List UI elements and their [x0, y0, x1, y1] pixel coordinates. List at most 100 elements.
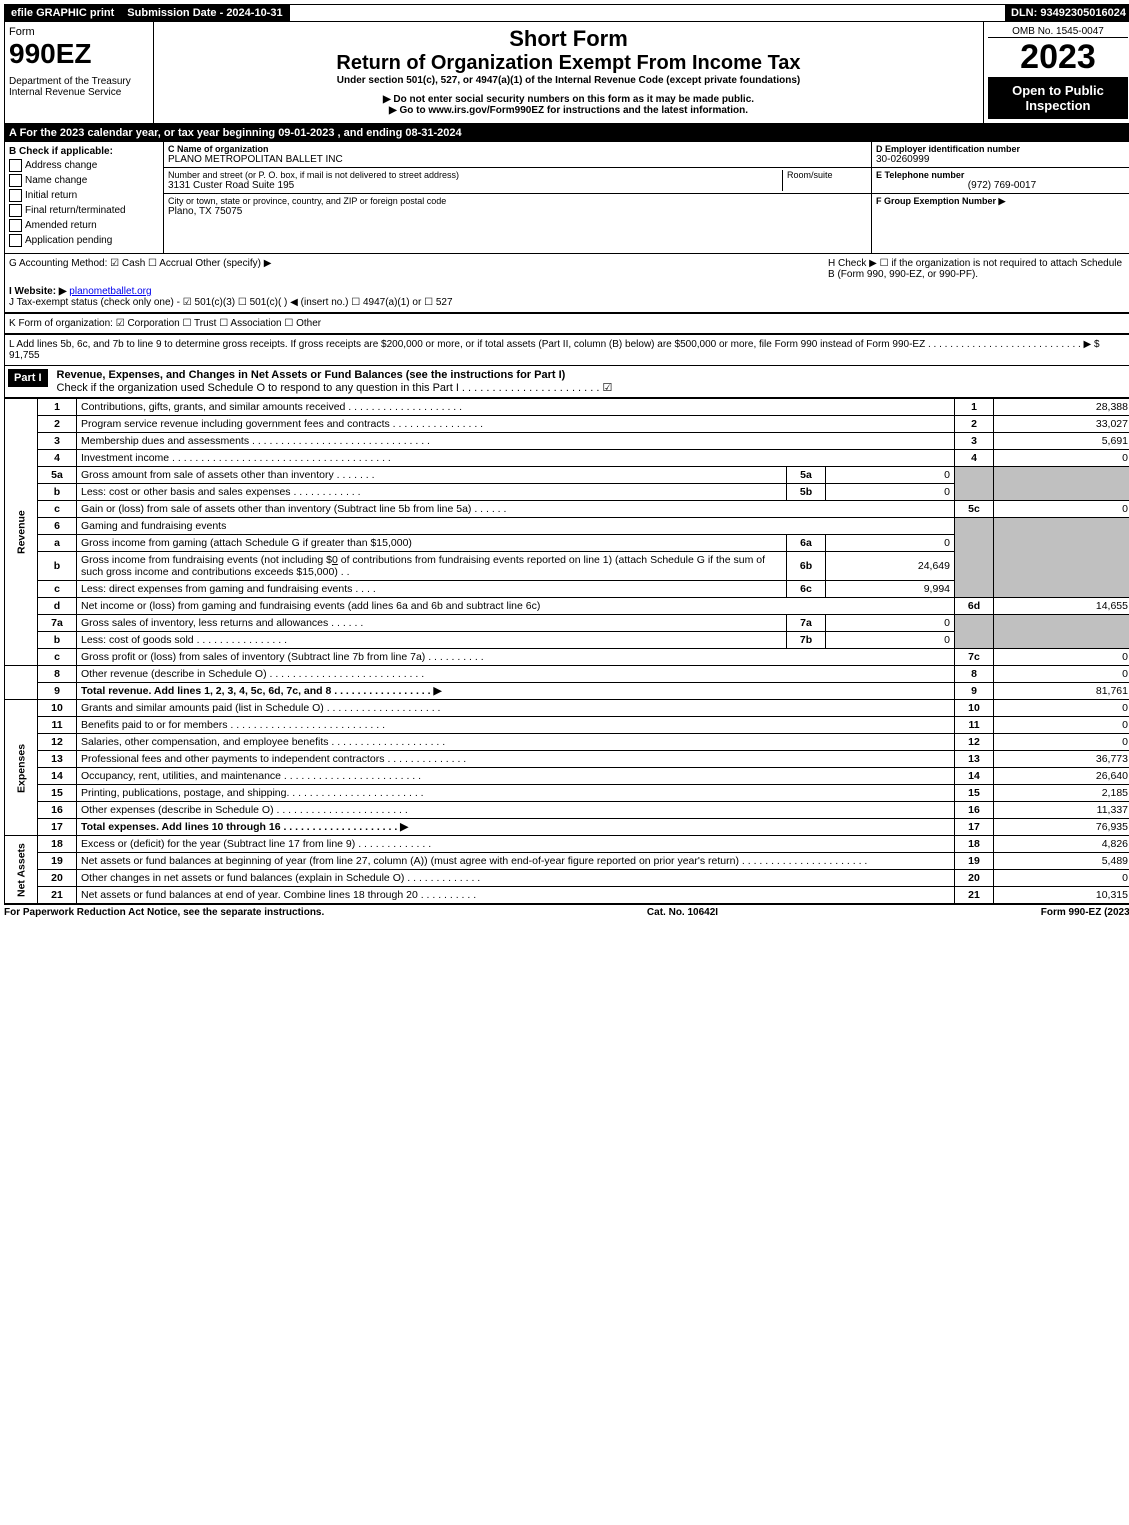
line-20-amount: 0 — [994, 870, 1129, 887]
check-initial-return[interactable]: Initial return — [9, 189, 159, 202]
submission-date: Submission Date - 2024-10-31 — [121, 5, 289, 21]
header-left: Form 990EZ Department of the Treasury In… — [5, 22, 154, 123]
spacer — [290, 5, 1005, 21]
no-ssn-notice: ▶ Do not enter social security numbers o… — [158, 94, 979, 105]
line-9-amount: 81,761 — [994, 683, 1129, 700]
line-5b-subnum: 5b — [787, 484, 826, 501]
line-9-desc: Total revenue. Add lines 1, 2, 3, 4, 5c,… — [77, 683, 955, 700]
line-14-ref: 14 — [955, 768, 994, 785]
line-8-ref: 8 — [955, 666, 994, 683]
net-assets-label: Net Assets — [5, 836, 38, 904]
main-title: Return of Organization Exempt From Incom… — [158, 52, 979, 75]
street: 3131 Custer Road Suite 195 — [168, 180, 782, 191]
under-section: Under section 501(c), 527, or 4947(a)(1)… — [158, 75, 979, 86]
line-12-num: 12 — [38, 734, 77, 751]
line-18-desc: Excess or (deficit) for the year (Subtra… — [77, 836, 955, 853]
section-k: K Form of organization: ☑ Corporation ☐ … — [4, 313, 1129, 334]
line-7a-subval: 0 — [826, 615, 955, 632]
form-number: 990EZ — [9, 38, 149, 70]
org-name-label: C Name of organization — [168, 144, 867, 154]
line-6c-num: c — [38, 581, 77, 598]
line-1-num: 1 — [38, 399, 77, 416]
line-14-num: 14 — [38, 768, 77, 785]
line-6a-subnum: 6a — [787, 535, 826, 552]
footer-center: Cat. No. 10642I — [647, 907, 718, 918]
section-b-label: B Check if applicable: — [9, 146, 159, 157]
line-10-amount: 0 — [994, 700, 1129, 717]
line-21-amount: 10,315 — [994, 887, 1129, 904]
line-16-desc: Other expenses (describe in Schedule O) … — [77, 802, 955, 819]
line-5b-desc: Less: cost or other basis and sales expe… — [77, 484, 787, 501]
line-9-num: 9 — [38, 683, 77, 700]
city-label: City or town, state or province, country… — [168, 196, 867, 206]
section-i-label: I Website: ▶ — [9, 286, 67, 297]
line-6c-subnum: 6c — [787, 581, 826, 598]
line-18-ref: 18 — [955, 836, 994, 853]
short-form-title: Short Form — [158, 26, 979, 52]
city: Plano, TX 75075 — [168, 206, 867, 217]
goto-link[interactable]: ▶ Go to www.irs.gov/Form990EZ for instru… — [158, 105, 979, 116]
section-g: G Accounting Method: ☑ Cash ☐ Accrual Ot… — [9, 258, 828, 280]
line-7c-amount: 0 — [994, 649, 1129, 666]
line-2-desc: Program service revenue including govern… — [77, 416, 955, 433]
part-1-header: Part I Revenue, Expenses, and Changes in… — [4, 366, 1129, 398]
line-6b-desc: Gross income from fundraising events (no… — [77, 552, 787, 581]
line-5c-desc: Gain or (loss) from sale of assets other… — [77, 501, 955, 518]
line-9-ref: 9 — [955, 683, 994, 700]
line-21-num: 21 — [38, 887, 77, 904]
line-5ab-gray-amt — [994, 467, 1129, 501]
ein-label: D Employer identification number — [876, 144, 1128, 154]
line-4-amount: 0 — [994, 450, 1129, 467]
line-17-amount: 76,935 — [994, 819, 1129, 836]
check-amended-return[interactable]: Amended return — [9, 219, 159, 232]
phone-label: E Telephone number — [876, 170, 1128, 180]
line-16-ref: 16 — [955, 802, 994, 819]
part-1-title: Revenue, Expenses, and Changes in Net As… — [57, 369, 566, 381]
line-2-amount: 33,027 — [994, 416, 1129, 433]
open-inspection: Open to Public Inspection — [988, 77, 1128, 119]
line-5b-num: b — [38, 484, 77, 501]
line-6d-ref: 6d — [955, 598, 994, 615]
line-6c-subval: 9,994 — [826, 581, 955, 598]
efile-print[interactable]: efile GRAPHIC print — [5, 5, 121, 21]
department: Department of the Treasury Internal Reve… — [9, 76, 149, 98]
line-6d-desc: Net income or (loss) from gaming and fun… — [77, 598, 955, 615]
check-address-change[interactable]: Address change — [9, 159, 159, 172]
line-13-amount: 36,773 — [994, 751, 1129, 768]
check-name-change[interactable]: Name change — [9, 174, 159, 187]
line-10-desc: Grants and similar amounts paid (list in… — [77, 700, 955, 717]
line-5a-subval: 0 — [826, 467, 955, 484]
line-6b-subval: 24,649 — [826, 552, 955, 581]
website-link[interactable]: planometballet.org — [69, 286, 151, 297]
line-6c-desc: Less: direct expenses from gaming and fu… — [77, 581, 787, 598]
line-11-num: 11 — [38, 717, 77, 734]
line-11-ref: 11 — [955, 717, 994, 734]
line-4-num: 4 — [38, 450, 77, 467]
street-label: Number and street (or P. O. box, if mail… — [168, 170, 782, 180]
line-6d-num: d — [38, 598, 77, 615]
omb-number: OMB No. 1545-0047 — [988, 26, 1128, 38]
line-5a-subnum: 5a — [787, 467, 826, 484]
line-12-desc: Salaries, other compensation, and employ… — [77, 734, 955, 751]
page-footer: For Paperwork Reduction Act Notice, see … — [4, 904, 1129, 918]
line-17-ref: 17 — [955, 819, 994, 836]
line-4-desc: Investment income . . . . . . . . . . . … — [77, 450, 955, 467]
line-19-desc: Net assets or fund balances at beginning… — [77, 853, 955, 870]
check-application-pending[interactable]: Application pending — [9, 234, 159, 247]
group-exemption-label: F Group Exemption Number ▶ — [876, 196, 1128, 207]
line-13-num: 13 — [38, 751, 77, 768]
line-20-ref: 20 — [955, 870, 994, 887]
line-18-amount: 4,826 — [994, 836, 1129, 853]
line-7a-num: 7a — [38, 615, 77, 632]
header-right: OMB No. 1545-0047 2023 Open to Public In… — [983, 22, 1129, 123]
line-11-amount: 0 — [994, 717, 1129, 734]
section-h: H Check ▶ ☐ if the organization is not r… — [828, 258, 1128, 280]
sections-ghijkl: G Accounting Method: ☑ Cash ☐ Accrual Ot… — [4, 254, 1129, 313]
check-final-return[interactable]: Final return/terminated — [9, 204, 159, 217]
line-5c-ref: 5c — [955, 501, 994, 518]
line-6abc-gray — [955, 518, 994, 598]
info-block: B Check if applicable: Address change Na… — [4, 142, 1129, 254]
line-1-ref: 1 — [955, 399, 994, 416]
line-7b-subval: 0 — [826, 632, 955, 649]
line-20-desc: Other changes in net assets or fund bala… — [77, 870, 955, 887]
